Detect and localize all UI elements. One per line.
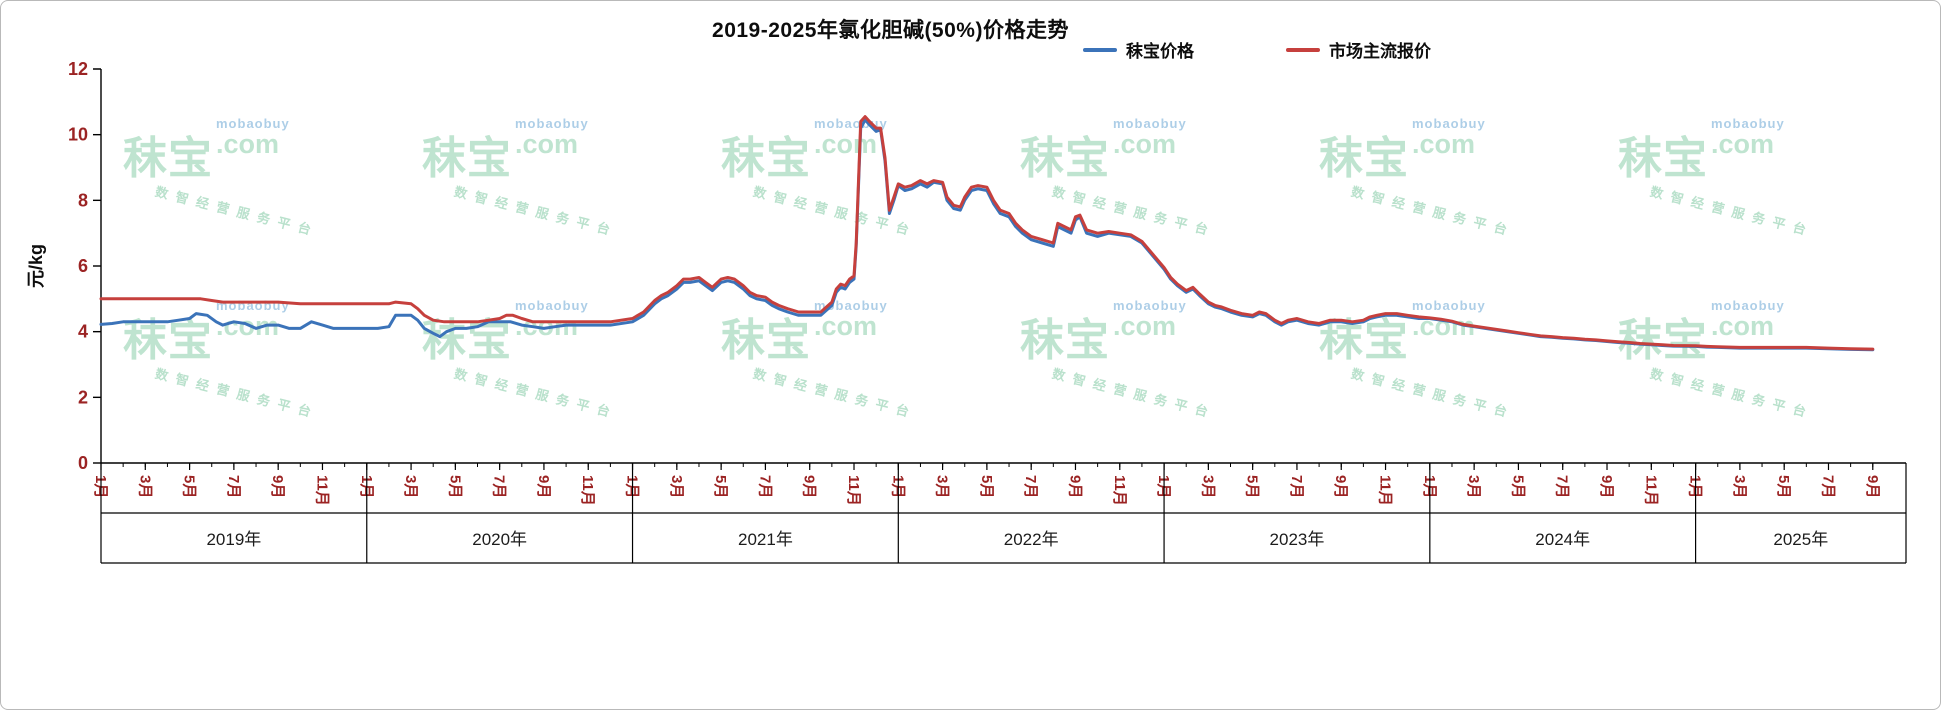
- chart-title: 2019-2025年氯化胆碱(50%)价格走势: [712, 19, 1069, 42]
- year-label: 2022年: [1004, 530, 1059, 549]
- x-month-label: 5月: [181, 475, 198, 498]
- x-month-label: 9月: [1598, 475, 1615, 498]
- year-label: 2024年: [1535, 530, 1590, 549]
- x-month-label: 3月: [668, 475, 685, 498]
- y-tick-label: 2: [78, 387, 88, 407]
- x-month-label: 9月: [1332, 475, 1349, 498]
- x-month-label: 5月: [1509, 475, 1526, 498]
- x-month-label: 11月: [1642, 475, 1659, 506]
- y-tick-label: 8: [78, 190, 88, 210]
- mobao-price-line: [99, 118, 1875, 352]
- x-month-label: 9月: [535, 475, 552, 498]
- x-month-label: 5月: [978, 475, 995, 498]
- x-month-label: 11月: [1377, 475, 1394, 506]
- legend-label: 秣宝价格: [1126, 42, 1194, 61]
- x-month-label: 5月: [1244, 475, 1261, 498]
- x-month-label: 3月: [136, 475, 153, 498]
- x-month-label: 7月: [1022, 475, 1039, 498]
- x-month-label: 11月: [845, 475, 862, 506]
- year-label: 2023年: [1270, 530, 1325, 549]
- legend-item-market-price[interactable]: 市场主流报价: [1286, 37, 1431, 62]
- x-month-label: 5月: [1775, 475, 1792, 498]
- legend-item-mobao-price[interactable]: 秣宝价格: [1083, 37, 1194, 62]
- x-month-label: 3月: [1731, 475, 1748, 498]
- y-axis-label: 元/kg: [26, 243, 47, 289]
- x-month-label: 9月: [1864, 475, 1881, 498]
- x-month-label: 3月: [1199, 475, 1216, 498]
- x-month-label: 9月: [801, 475, 818, 498]
- year-label: 2025年: [1773, 530, 1828, 549]
- y-tick-label: 12: [68, 59, 88, 79]
- x-month-label: 11月: [579, 475, 596, 506]
- year-label: 2020年: [472, 530, 527, 549]
- x-month-label: 5月: [446, 475, 463, 498]
- y-tick-label: 0: [78, 453, 88, 473]
- x-month-label: 3月: [934, 475, 951, 498]
- y-tick-label: 6: [78, 256, 88, 276]
- x-month-label: 7月: [1819, 475, 1836, 498]
- x-month-label: 7月: [491, 475, 508, 498]
- x-month-label: 7月: [1554, 475, 1571, 498]
- legend-line-swatch-blue: [1083, 47, 1117, 52]
- year-label: 2021年: [738, 530, 793, 549]
- x-month-label: 9月: [1066, 475, 1083, 498]
- x-month-label: 7月: [225, 475, 242, 498]
- x-month-label: 11月: [313, 475, 330, 506]
- x-month-label: 11月: [1111, 475, 1128, 506]
- y-tick-label: 4: [78, 322, 88, 342]
- legend: 秣宝价格 市场主流报价: [1083, 37, 1431, 62]
- year-label: 2019年: [206, 530, 261, 549]
- x-month-label: 3月: [1465, 475, 1482, 498]
- legend-label: 市场主流报价: [1329, 42, 1431, 61]
- x-month-label: 5月: [712, 475, 729, 498]
- market-price-line: [99, 115, 1875, 351]
- legend-line-swatch-red: [1286, 47, 1320, 52]
- x-month-label: 3月: [402, 475, 419, 498]
- y-tick-label: 10: [68, 125, 88, 145]
- x-month-label: 7月: [756, 475, 773, 498]
- x-month-label: 7月: [1288, 475, 1305, 498]
- x-month-label: 9月: [269, 475, 286, 498]
